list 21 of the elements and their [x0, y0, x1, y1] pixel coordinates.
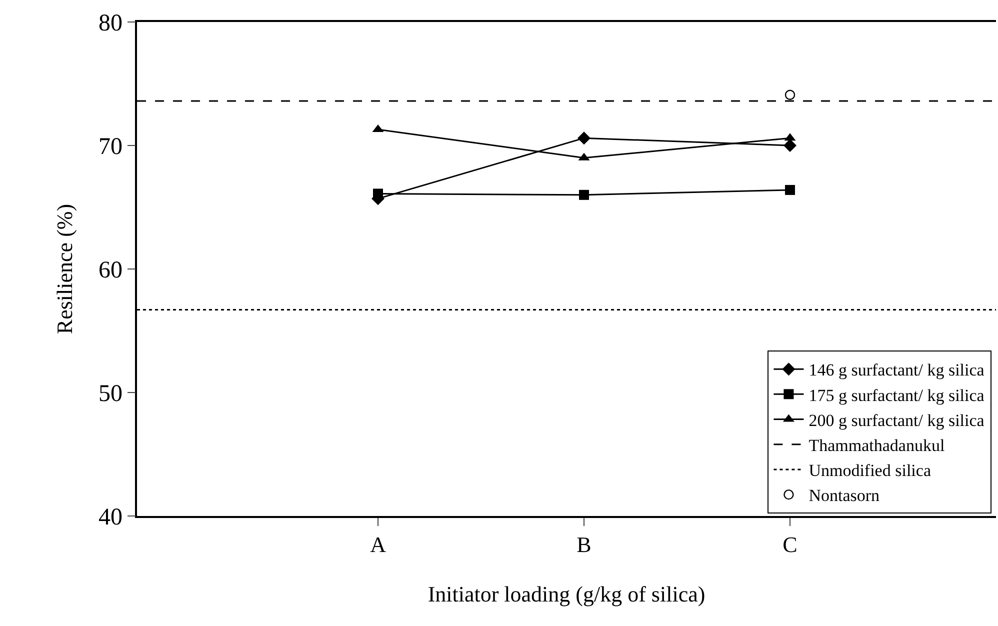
- legend-label: 175 g surfactant/ kg silica: [808, 386, 985, 405]
- y-axis-title: Resilience (%): [52, 204, 77, 334]
- point: [373, 188, 384, 199]
- legend-label: Thammathadanukul: [808, 436, 945, 456]
- y-tick-label: 60: [98, 257, 122, 284]
- y-tick-label: 50: [98, 380, 122, 407]
- y-tick-label: 40: [98, 504, 122, 530]
- x-axis-title: Initiator loading (g/kg of silica): [428, 582, 706, 607]
- point: [579, 190, 590, 200]
- point: [578, 132, 591, 145]
- y-tick-label: 70: [98, 134, 122, 160]
- y-tick-label: 80: [98, 10, 122, 36]
- legend-label: 200 g surfactant/ kg silica: [808, 410, 985, 430]
- point: [784, 139, 796, 152]
- x-tick-label: B: [576, 532, 592, 558]
- legend-label: 146 g surfactant/ kg silica: [808, 360, 985, 380]
- point: [785, 184, 795, 195]
- x-tick-label: A: [370, 532, 386, 558]
- legend-label: Nontasorn: [808, 486, 880, 506]
- x-tick-label: C: [782, 532, 798, 558]
- legend-label: Unmodified silica: [808, 461, 932, 480]
